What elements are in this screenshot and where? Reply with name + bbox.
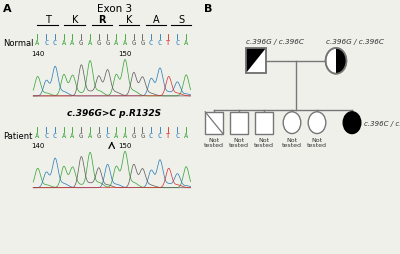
Text: 150: 150 <box>118 51 132 57</box>
Text: G: G <box>105 40 110 46</box>
Text: G: G <box>96 133 101 139</box>
Text: A: A <box>35 40 40 46</box>
Text: G: G <box>79 40 83 46</box>
Text: C: C <box>44 40 48 46</box>
Text: C: C <box>175 133 179 139</box>
Text: G: G <box>96 40 101 46</box>
Circle shape <box>326 49 346 74</box>
Text: c.396C / c.396C: c.396C / c.396C <box>364 120 400 126</box>
Text: Not
tested: Not tested <box>254 137 274 147</box>
Bar <box>246 49 266 74</box>
Text: 150: 150 <box>118 142 132 148</box>
Text: A: A <box>114 40 118 46</box>
Text: C: C <box>53 40 57 46</box>
Text: A: A <box>88 133 92 139</box>
Text: G: G <box>132 40 136 46</box>
Polygon shape <box>246 49 266 74</box>
Text: C: C <box>149 133 153 139</box>
Bar <box>230 112 248 134</box>
Text: Normal: Normal <box>3 39 34 48</box>
Text: A: A <box>114 133 118 139</box>
Text: A: A <box>153 15 159 25</box>
Text: A: A <box>184 133 188 139</box>
Bar <box>205 112 223 134</box>
Text: B: B <box>204 4 212 14</box>
Text: K: K <box>72 15 78 25</box>
Text: C: C <box>158 133 162 139</box>
Text: 140: 140 <box>31 51 44 57</box>
Text: K: K <box>126 15 132 25</box>
Text: C: C <box>44 133 48 139</box>
Text: G: G <box>140 40 144 46</box>
Text: Not
tested: Not tested <box>282 137 302 147</box>
Text: A: A <box>70 133 74 139</box>
Text: c.396G / c.396C: c.396G / c.396C <box>326 38 384 44</box>
Text: Exon 3: Exon 3 <box>97 4 132 14</box>
Text: C: C <box>149 40 153 46</box>
Text: A: A <box>3 4 12 14</box>
Text: A: A <box>88 40 92 46</box>
Text: c.396G / c.396C: c.396G / c.396C <box>246 39 304 45</box>
Text: A: A <box>62 40 66 46</box>
Text: c.396G>C p.R132S: c.396G>C p.R132S <box>67 108 162 118</box>
Text: R: R <box>98 15 106 25</box>
Text: T: T <box>45 15 51 25</box>
Text: A: A <box>184 40 188 46</box>
Bar <box>255 112 273 134</box>
Circle shape <box>343 112 361 134</box>
Polygon shape <box>336 49 346 74</box>
Bar <box>246 49 266 74</box>
Circle shape <box>283 112 301 134</box>
Text: A: A <box>70 40 74 46</box>
Text: A: A <box>35 133 40 139</box>
Text: C: C <box>105 133 110 139</box>
Text: Not
tested: Not tested <box>204 137 224 147</box>
Text: T: T <box>166 133 171 139</box>
Text: A: A <box>123 133 127 139</box>
Text: G: G <box>140 133 144 139</box>
Text: G: G <box>132 133 136 139</box>
Text: Not
tested: Not tested <box>307 137 327 147</box>
Text: A: A <box>123 40 127 46</box>
Text: C: C <box>158 40 162 46</box>
Text: A: A <box>62 133 66 139</box>
Text: S: S <box>178 15 184 25</box>
Text: C: C <box>53 133 57 139</box>
Text: Not
tested: Not tested <box>229 137 249 147</box>
Circle shape <box>308 112 326 134</box>
Text: 140: 140 <box>31 142 44 148</box>
Text: G: G <box>79 133 83 139</box>
Text: C: C <box>175 40 179 46</box>
Text: T: T <box>166 40 171 46</box>
Text: Patient: Patient <box>3 131 32 140</box>
